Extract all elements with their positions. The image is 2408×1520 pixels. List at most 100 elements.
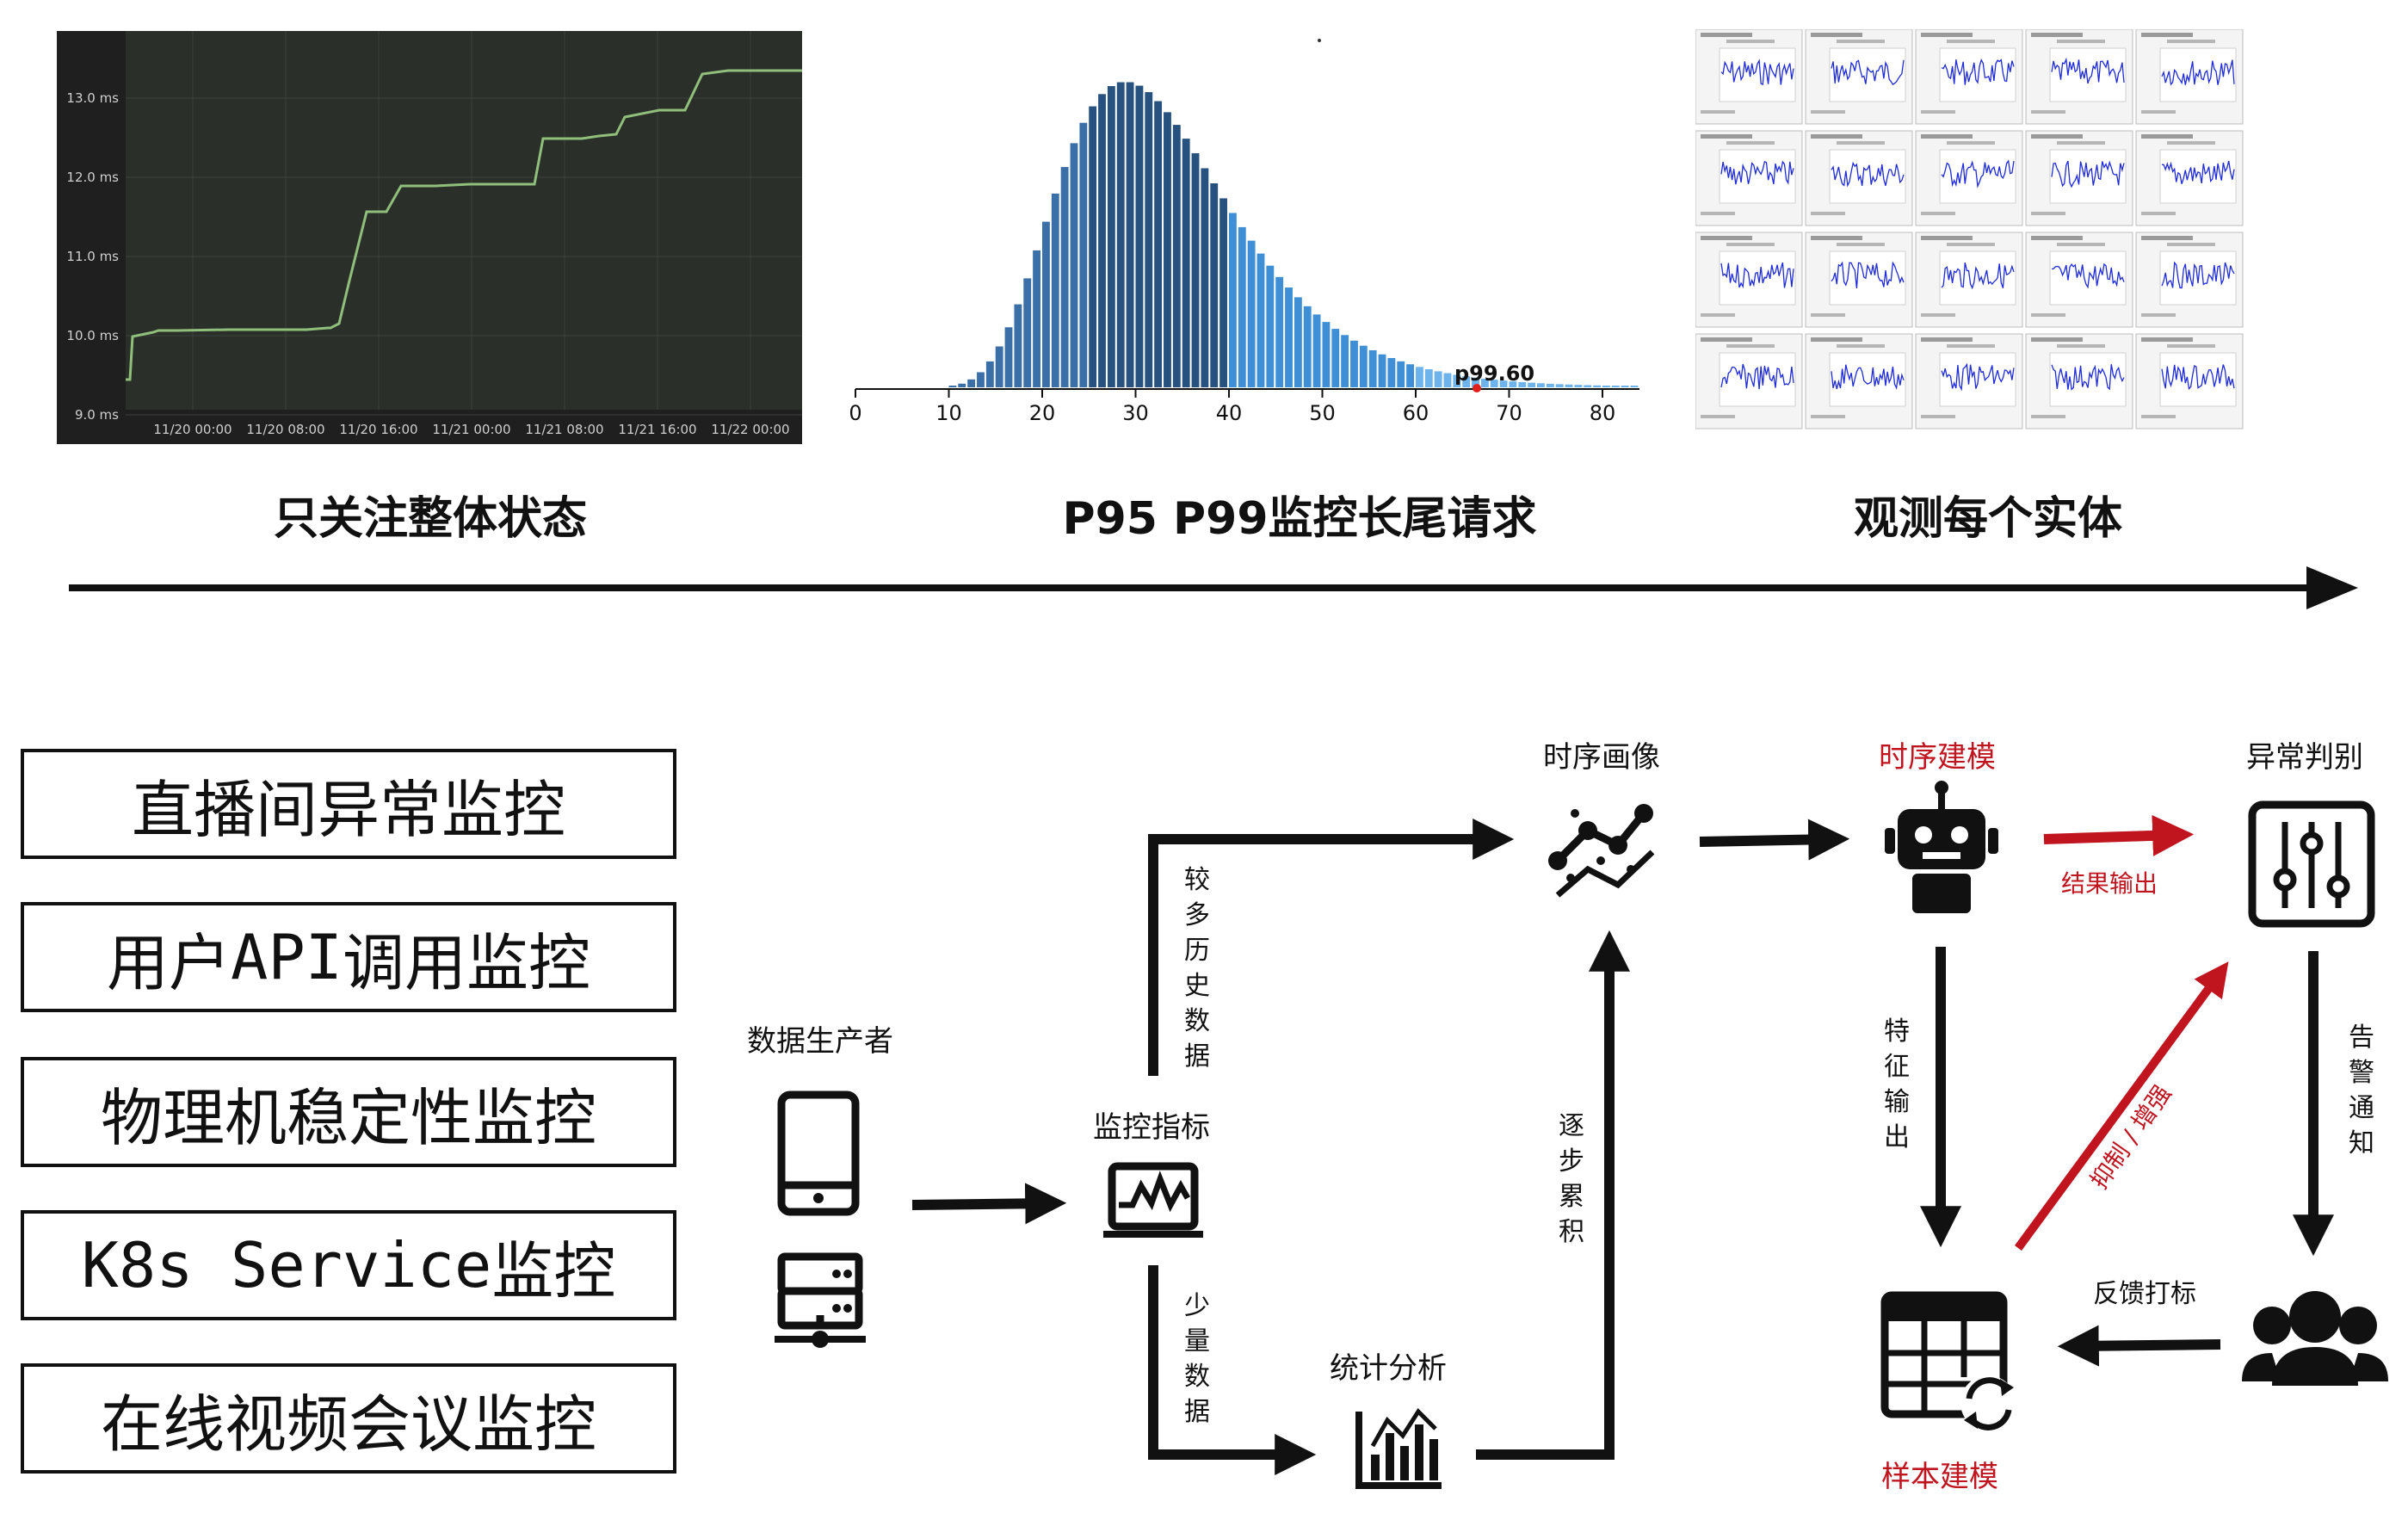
use-case-text: 调用监控 (343, 926, 591, 999)
x-tick-label: 11/21 00:00 (432, 422, 510, 437)
use-case-text: 监控 (491, 1234, 616, 1307)
histogram-bar (1126, 82, 1134, 387)
histogram-bar (1378, 354, 1386, 387)
histogram-bar (1546, 383, 1554, 387)
entity-cell (2025, 333, 2133, 429)
histogram-bar (1359, 345, 1368, 387)
histogram-bar (1453, 374, 1461, 387)
histogram-bar (1509, 381, 1517, 387)
histogram-bar (1621, 386, 1629, 387)
histogram-bar (1042, 221, 1050, 387)
histogram-bar (1116, 82, 1125, 388)
histogram-bar (1443, 373, 1452, 387)
use-case-box: 物理机稳定性监控 (21, 1057, 676, 1167)
entity-cell (2135, 130, 2244, 226)
hist-tick-label: 30 (1122, 401, 1149, 425)
result-output-label: 结果输出 (2061, 869, 2158, 898)
entity-cell (2135, 29, 2244, 125)
histogram-bar (1480, 378, 1489, 387)
accumulate-label: 逐步累积 (1559, 1111, 1584, 1247)
progression-arrow (69, 566, 2358, 609)
histogram-bar (1145, 92, 1153, 387)
histogram-bar (1322, 322, 1331, 387)
x-tick-label: 11/21 16:00 (618, 422, 696, 437)
histogram-bar (1584, 385, 1592, 387)
histogram-bar (1201, 168, 1209, 387)
feature-output-label: 特征输出 (1884, 1016, 1910, 1152)
histogram-bar (1574, 385, 1583, 387)
x-tick-label: 11/20 16:00 (339, 422, 417, 437)
histogram-bar (1331, 329, 1340, 387)
latency-histogram: 0 10 20 30 40 50 60 70 80 p99.60 (849, 39, 1639, 425)
histogram-bar (1593, 385, 1601, 387)
use-case-box: K8s Service 监控 (21, 1210, 676, 1320)
histogram-bar (985, 361, 994, 387)
phone-icon (777, 1091, 860, 1216)
histogram-bar (967, 379, 976, 387)
histogram-bar (1312, 314, 1321, 387)
histogram-bar (1472, 377, 1479, 387)
use-case-text: 在线视频会议监控 (100, 1387, 596, 1461)
entity-cell (1805, 29, 1913, 125)
y-tick-label: 10.0 ms (66, 328, 119, 343)
x-tick-label: 11/21 08:00 (525, 422, 603, 437)
arrow-profile-model (1699, 819, 1850, 861)
sliders-icon (2248, 800, 2375, 928)
use-case-text: API (230, 921, 343, 993)
producer-label: 数据生产者 (747, 1024, 893, 1059)
x-tick-label: 11/20 08:00 (246, 422, 324, 437)
entity-cell (1695, 130, 1803, 226)
table-refresh-icon (1880, 1291, 2016, 1430)
entity-small-multiples (1695, 29, 2244, 429)
histogram-bar (1397, 361, 1405, 387)
histogram-bar (1004, 327, 1013, 387)
entity-cell (1805, 130, 1913, 226)
caption-entity: 观测每个实体 (1853, 493, 2122, 545)
ts-model-label: 时序建模 (1879, 740, 1996, 775)
hist-tick-label: 60 (1403, 401, 1429, 425)
overall-latency-line-chart: 13.0 ms 12.0 ms 11.0 ms 10.0 ms 9.0 ms 11/20… (57, 31, 802, 444)
stats-label: 统计分析 (1330, 1351, 1447, 1386)
hist-tick-label: 10 (935, 401, 962, 425)
ts-profile-label: 时序画像 (1543, 740, 1660, 775)
histogram-bar (1275, 276, 1284, 387)
histogram-bar (1219, 198, 1227, 387)
histogram-bar (1229, 213, 1237, 387)
bar-chart-icon (1355, 1412, 1442, 1489)
use-case-box: 直播间异常监控 (21, 749, 676, 859)
histogram-bar (1555, 384, 1564, 387)
hist-tick-label: 20 (1029, 401, 1056, 425)
entity-cell (1915, 232, 2023, 328)
y-tick-label: 12.0 ms (66, 170, 119, 185)
server-icon (777, 1252, 863, 1330)
entity-cell (1915, 29, 2023, 125)
use-case-text: K8s Service (81, 1229, 492, 1301)
sample-model-label: 样本建模 (1881, 1460, 1998, 1494)
histogram-bar (1172, 125, 1181, 387)
entity-cell (1695, 232, 1803, 328)
histogram-bar (1051, 193, 1059, 387)
histogram-bar (1182, 139, 1190, 388)
less-data-label: 少量数据 (1184, 1291, 1210, 1427)
p99-marker (1473, 384, 1481, 392)
arrow-metrics-stats (1148, 1265, 1317, 1475)
histogram-bar (1014, 304, 1022, 387)
entity-cell (2135, 333, 2244, 429)
histogram-bar (1611, 386, 1620, 387)
scatter-trend-icon (1548, 804, 1655, 898)
histogram-bar (1023, 278, 1032, 387)
use-case-text: 直播间异常监控 (131, 773, 565, 846)
metrics-label: 监控指标 (1093, 1110, 1210, 1145)
users-icon (2242, 1291, 2388, 1386)
entity-cell (2025, 130, 2133, 226)
robot-icon (1885, 781, 1998, 913)
histogram-bar (1602, 386, 1610, 387)
histogram-bar (1135, 85, 1144, 387)
hist-tick-label: 50 (1309, 401, 1336, 425)
monitor-chart-icon (1103, 1162, 1203, 1238)
entity-cell (1915, 130, 2023, 226)
arrow-sample-judge (2014, 961, 2229, 1251)
histogram-bar (1528, 382, 1536, 387)
histogram-bar (958, 383, 966, 387)
histogram-bar (1341, 335, 1349, 387)
